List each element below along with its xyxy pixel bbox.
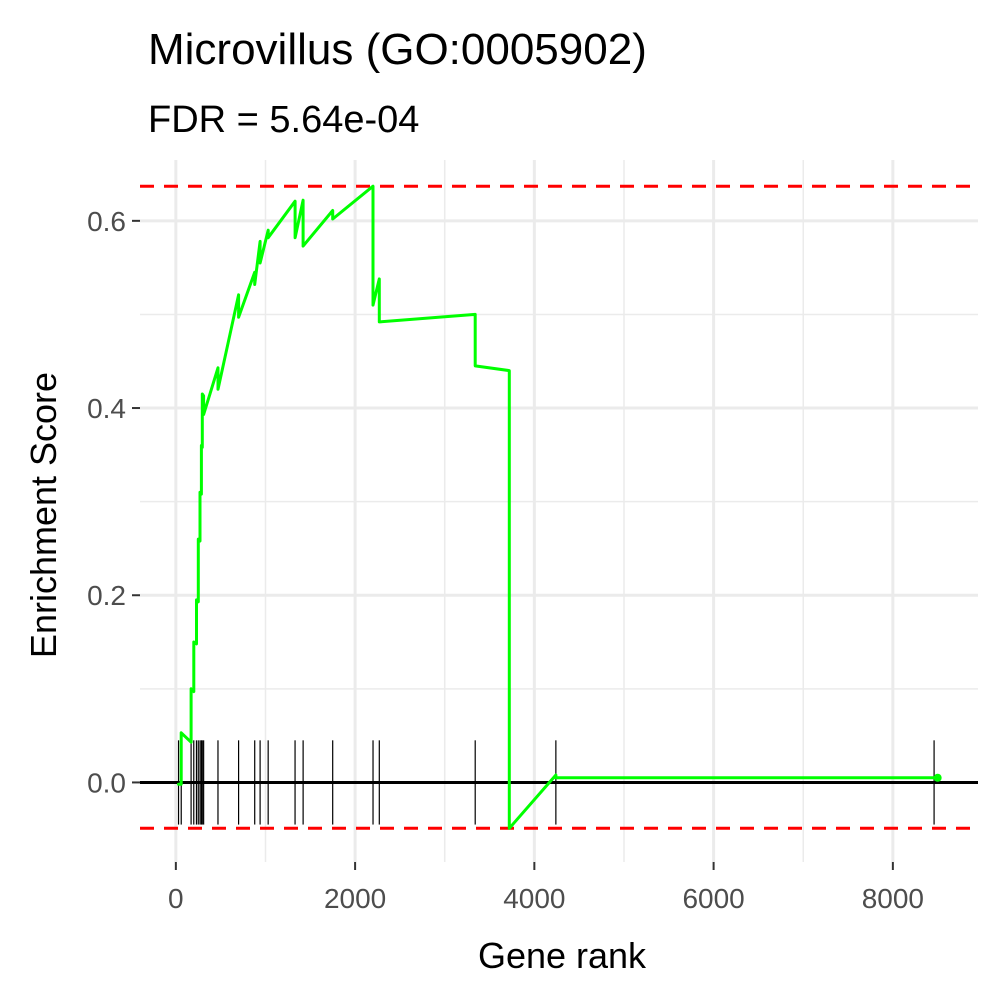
y-tick-label: 0.4	[87, 393, 126, 424]
y-tick-label: 0.6	[87, 206, 126, 237]
grid-lines	[140, 160, 978, 862]
y-axis-title: Enrichment Score	[23, 372, 64, 658]
es-series-endpoint	[933, 773, 942, 782]
x-tick-label: 6000	[682, 883, 744, 914]
y-tick-label: 0.0	[87, 767, 126, 798]
es-series-line	[177, 184, 940, 830]
x-tick-label: 4000	[503, 883, 565, 914]
chart-subtitle: FDR = 5.64e-04	[148, 99, 419, 141]
es-threshold-lines	[140, 184, 978, 830]
enrichment-curve	[177, 184, 942, 830]
y-tick-label: 0.2	[87, 580, 126, 611]
x-axis-title: Gene rank	[478, 935, 647, 976]
chart-title: Microvillus (GO:0005902)	[148, 25, 647, 74]
x-tick-label: 8000	[862, 883, 924, 914]
x-tick-label: 2000	[324, 883, 386, 914]
axes: 0 2000 4000 6000 8000 0.0 0.2 0.4 0.6	[87, 206, 924, 914]
x-tick-label: 0	[168, 883, 184, 914]
